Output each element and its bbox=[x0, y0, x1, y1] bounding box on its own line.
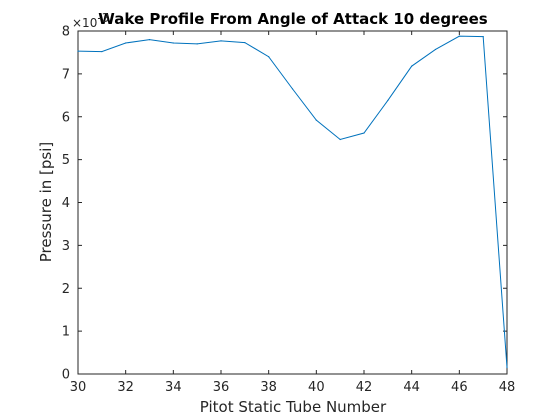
y-tick-label: 3 bbox=[62, 239, 70, 254]
y-tick-label: 0 bbox=[62, 368, 70, 383]
x-tick-label: 38 bbox=[260, 380, 277, 395]
x-tick-label: 48 bbox=[499, 380, 516, 395]
data-point bbox=[268, 56, 270, 58]
data-point bbox=[125, 42, 127, 44]
x-tick-label: 34 bbox=[165, 380, 182, 395]
series-group bbox=[77, 35, 508, 369]
data-point bbox=[291, 88, 294, 90]
x-tick-label: 32 bbox=[117, 380, 134, 395]
x-axis-label: Pitot Static Tube Number bbox=[200, 398, 387, 416]
data-point bbox=[172, 42, 174, 44]
data-point bbox=[363, 132, 365, 134]
y-tick-label: 2 bbox=[62, 282, 70, 297]
data-point bbox=[220, 40, 222, 42]
data-point bbox=[315, 119, 317, 121]
y-tick-label: 6 bbox=[62, 110, 70, 125]
data-point bbox=[458, 35, 460, 37]
data-point bbox=[101, 50, 103, 53]
y-tick-label: 4 bbox=[62, 196, 70, 211]
chart-title: Wake Profile From Angle of Attack 10 deg… bbox=[98, 10, 488, 28]
x-tick-label: 44 bbox=[403, 380, 420, 395]
data-point bbox=[339, 138, 341, 141]
data-point bbox=[77, 50, 79, 52]
y-tick-label: 1 bbox=[62, 325, 70, 340]
data-point bbox=[482, 35, 484, 38]
x-tick-label: 40 bbox=[308, 380, 325, 395]
plot-box bbox=[77, 30, 508, 375]
plot-area bbox=[77, 30, 508, 375]
y-axis-label: Pressure in [psi] bbox=[37, 142, 55, 262]
data-point bbox=[411, 65, 413, 67]
y-axis: 0 1 2 3 4 5 6 7 8 bbox=[62, 25, 507, 383]
x-tick-label: 46 bbox=[451, 380, 468, 395]
data-point bbox=[244, 41, 246, 44]
y-tick-label: 5 bbox=[62, 153, 70, 168]
y-exponent-label: ×10-3 bbox=[72, 11, 109, 30]
data-point bbox=[434, 48, 437, 51]
data-point bbox=[148, 38, 151, 41]
x-axis: 30 32 34 36 38 40 42 44 46 48 bbox=[70, 31, 516, 395]
x-tick-label: 36 bbox=[213, 380, 230, 395]
y-tick-label: 7 bbox=[62, 67, 70, 82]
x-tick-label: 30 bbox=[70, 380, 87, 395]
data-point bbox=[506, 366, 508, 369]
data-point bbox=[196, 43, 198, 45]
y-tick-label: 8 bbox=[62, 25, 70, 40]
data-point bbox=[387, 99, 389, 102]
x-tick-label: 42 bbox=[356, 380, 373, 395]
